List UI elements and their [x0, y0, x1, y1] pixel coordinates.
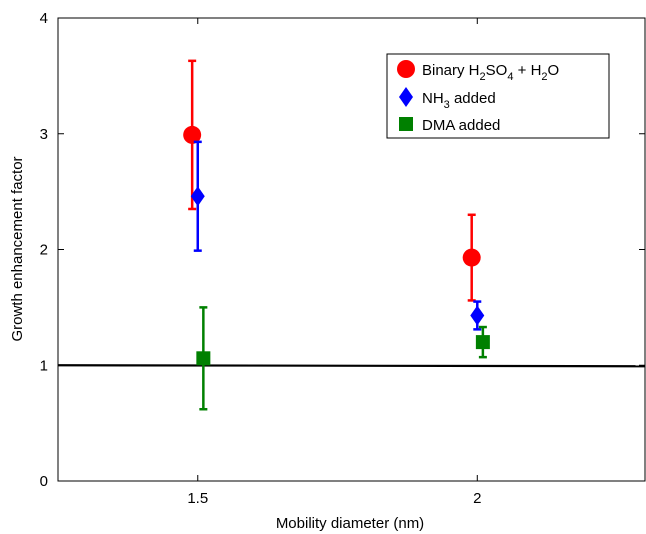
- series-1: [190, 140, 485, 331]
- legend-label-part: + H: [513, 62, 541, 79]
- data-point-circle: [183, 125, 202, 144]
- point-group: [462, 213, 481, 302]
- reference-line-y1: [57, 364, 646, 368]
- series-0: [183, 59, 481, 302]
- data-point-diamond: [470, 305, 485, 326]
- legend-subscript: 2: [541, 71, 547, 83]
- legend-label-main: NH: [422, 90, 444, 107]
- legend-label: DMA added: [422, 117, 500, 134]
- axis-ticks: 0 1 2 3 4 1.5 2: [40, 10, 645, 507]
- legend-item: NH3 added: [399, 87, 496, 111]
- x-axis-label: Mobility diameter (nm): [276, 515, 424, 532]
- point-group: [190, 140, 205, 252]
- legend-label: Binary H2SO4 + H2O: [422, 62, 559, 83]
- reference-line: [57, 364, 646, 368]
- legend-label-main: Binary H: [422, 62, 480, 79]
- point-group: [470, 300, 485, 331]
- legend-item: DMA added: [399, 117, 500, 134]
- legend-label: NH3 added: [422, 90, 496, 111]
- data-point-square: [196, 351, 211, 366]
- data-point-square: [475, 335, 490, 350]
- point-group: [475, 325, 490, 359]
- series-layer: [183, 59, 490, 411]
- data-point-square: [399, 117, 413, 131]
- data-point-circle: [397, 60, 415, 78]
- legend-label-part: O: [548, 62, 560, 79]
- point-group: [196, 306, 211, 411]
- x-tick-label: 1.5: [187, 490, 208, 507]
- data-point-diamond: [190, 186, 205, 207]
- y-tick-label: 4: [40, 10, 48, 27]
- legend-box: [386, 53, 610, 139]
- legend-label-part: SO: [486, 62, 508, 79]
- data-point-diamond: [399, 87, 413, 107]
- x-tick-label: 2: [473, 490, 481, 507]
- y-tick-label: 3: [40, 126, 48, 143]
- legend-item: Binary H2SO4 + H2O: [397, 60, 559, 83]
- legend-label-main: DMA added: [422, 117, 500, 134]
- legend-subscript: 3: [444, 99, 450, 111]
- y-tick-label: 0: [40, 473, 48, 490]
- legend-subscript: 2: [480, 71, 486, 83]
- point-group: [183, 59, 202, 211]
- y-tick-label: 2: [40, 242, 48, 259]
- legend-label-part: added: [450, 90, 496, 107]
- y-axis-label: Growth enhancement factor: [9, 156, 26, 341]
- data-point-circle: [462, 248, 481, 267]
- legend-subscript: 4: [507, 71, 513, 83]
- y-tick-label: 1: [40, 357, 48, 374]
- series-2: [196, 306, 490, 411]
